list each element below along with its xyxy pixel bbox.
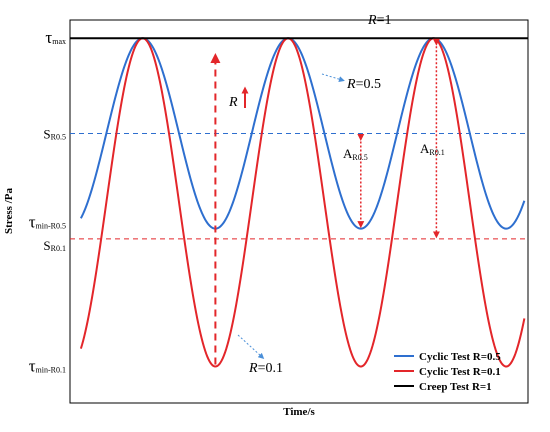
tick-tau-min-r01: τmin-R0.1 (29, 357, 66, 376)
x-axis-label: Time/s (283, 406, 315, 418)
legend-label-2: Creep Test R=1 (419, 381, 492, 393)
legend-label-1: Cyclic Test R=0.1 (419, 366, 501, 378)
tick-tau-max: τmax (45, 28, 66, 47)
tick-tau-min-r05: τmin-R0.5 (29, 213, 66, 232)
label-r05: R=0.5 (346, 77, 381, 92)
label-a-r01: AR0.1 (420, 141, 445, 157)
label-r1: R=1 (367, 13, 391, 28)
y-tick-labels: τmax SR0.5 τmin-R0.5 SR0.1 τmin-R0.1 (29, 28, 66, 375)
r01-pointer (237, 334, 265, 360)
y-axis-label: Stress /Pa (3, 188, 15, 234)
tick-s-r01: SR0.1 (43, 238, 66, 253)
plot-frame (69, 19, 529, 404)
series-cyclic-r05 (80, 37, 526, 230)
label-r01: R=0.1 (248, 361, 283, 376)
legend-label-0: Cyclic Test R=0.5 (419, 351, 501, 363)
tick-s-r05: SR0.5 (43, 126, 66, 141)
label-a-r05: AR0.5 (343, 146, 368, 162)
r-arrow-label: R (228, 95, 238, 110)
legend: Cyclic Test R=0.5 Cyclic Test R=0.1 Creep … (394, 351, 501, 393)
series-cyclic-r01 (79, 37, 526, 368)
r05-pointer (321, 73, 345, 83)
